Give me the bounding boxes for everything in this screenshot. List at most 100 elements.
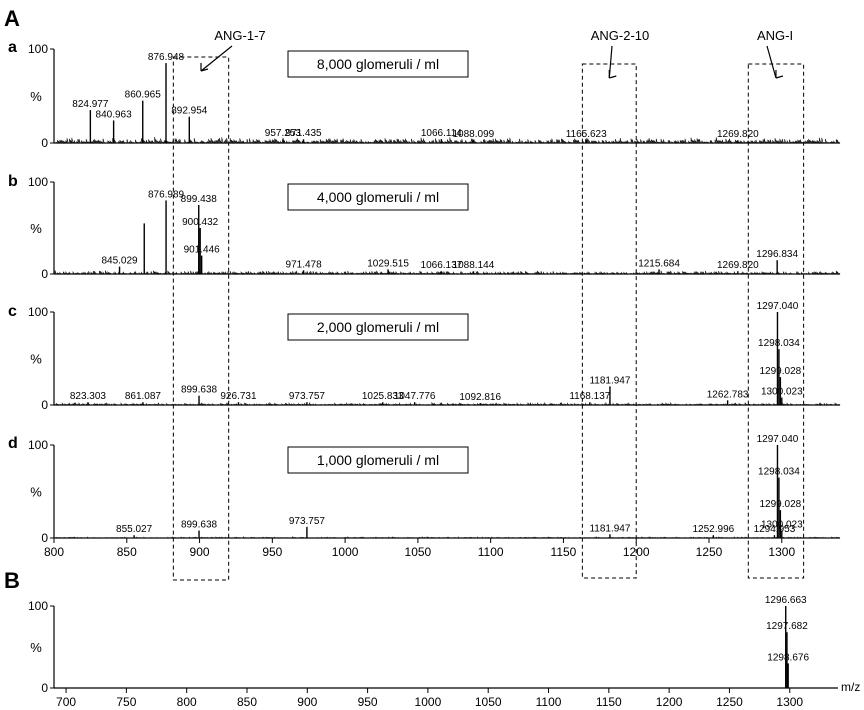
peak-label-c-11: 1297.040 xyxy=(757,301,799,312)
peak-label-b-3: 899.438 xyxy=(181,194,218,205)
condition-label-a: 8,000 glomeruli / ml xyxy=(317,56,439,72)
x-tick-label-B-0: 700 xyxy=(56,695,76,709)
spectrum-panel-B: 0 100% 1296.663 1297.682 1298.676 700 750 800 85… xyxy=(28,595,860,709)
peak-label-a-6: 971.435 xyxy=(285,128,322,139)
subpanel-letter-c: c xyxy=(8,303,17,320)
y-tick-label-B-1: 100 xyxy=(28,599,48,613)
region-arrow-2 xyxy=(766,45,777,79)
x-tick-label-B-3: 850 xyxy=(237,695,257,709)
x-tick-label-d-1: 850 xyxy=(117,545,137,559)
x-tick-label-d-3: 950 xyxy=(262,545,282,559)
x-tick-label-B-11: 1250 xyxy=(716,695,743,709)
condition-box-b xyxy=(287,183,469,211)
y-tick-label-a-1: 100 xyxy=(28,42,48,56)
peak-label-c-1: 861.087 xyxy=(125,391,162,402)
peak-label-d-8: 1299.028 xyxy=(760,499,802,510)
x-tick-label-d-7: 1150 xyxy=(551,545,577,559)
x-tick-label-d-5: 1050 xyxy=(405,545,432,559)
peak-label-a-0: 824.977 xyxy=(72,99,109,110)
peak-label-c-5: 1025.833 xyxy=(362,391,404,402)
x-tick-label-B-6: 1000 xyxy=(415,695,442,709)
peak-label-b-9: 1088.144 xyxy=(453,260,495,271)
condition-box-a xyxy=(287,50,469,78)
peak-label-c-14: 1300.023 xyxy=(761,387,803,398)
peak-label-d-6: 1297.040 xyxy=(757,434,799,445)
peak-label-a-8: 1088.099 xyxy=(452,129,494,140)
x-tick-label-B-4: 900 xyxy=(297,695,317,709)
y-axis-label-b: % xyxy=(30,221,42,236)
noise-trace-a xyxy=(55,136,841,145)
x-tick-label-B-8: 1100 xyxy=(536,695,562,709)
peak-label-B-1: 1297.682 xyxy=(766,621,808,632)
peak-label-b-7: 1029.515 xyxy=(367,258,409,269)
peak-label-b-5: 901.446 xyxy=(184,245,221,256)
peak-label-a-5: 957.253 xyxy=(265,128,302,139)
x-axis-label-B: m/z xyxy=(841,680,860,694)
peak-label-b-10: 1215.684 xyxy=(638,258,680,269)
peak-label-c-7: 1092.816 xyxy=(459,392,501,403)
peak-label-c-4: 973.757 xyxy=(289,391,326,402)
peak-label-d-7: 1298.034 xyxy=(758,467,800,478)
x-tick-label-B-9: 1150 xyxy=(596,695,622,709)
y-tick-label-d-1: 100 xyxy=(28,438,48,452)
y-axis-label-B: % xyxy=(30,640,42,655)
region-arrowhead-0 xyxy=(200,63,209,72)
panel-A-letter: A xyxy=(4,6,20,31)
peak-label-a-3: 876.948 xyxy=(148,52,185,63)
peak-label-d-1: 899.638 xyxy=(181,520,218,531)
noise-trace-d xyxy=(54,536,841,539)
peak-label-c-8: 1168.137 xyxy=(569,391,610,402)
subpanel-letter-a: a xyxy=(8,39,17,56)
peak-label-d-4: 1252.996 xyxy=(693,524,735,535)
peak-label-a-4: 892.954 xyxy=(171,106,208,117)
noise-trace-b xyxy=(54,270,841,276)
peak-label-d-9: 1300.023 xyxy=(761,520,803,531)
peak-label-a-10: 1269.820 xyxy=(717,129,759,140)
peak-label-d-0: 855.027 xyxy=(116,524,153,535)
y-tick-label-c-1: 100 xyxy=(28,305,48,319)
peak-label-b-4: 900.432 xyxy=(182,217,219,228)
region-arrowhead-2 xyxy=(775,70,784,79)
x-tick-label-B-7: 1050 xyxy=(475,695,502,709)
peak-label-a-7: 1066.114 xyxy=(421,128,462,139)
y-tick-label-b-1: 100 xyxy=(28,175,48,189)
peak-label-c-9: 1181.947 xyxy=(589,375,630,386)
x-tick-label-d-10: 1300 xyxy=(768,545,795,559)
peak-label-c-0: 823.303 xyxy=(70,391,107,402)
x-tick-label-B-10: 1200 xyxy=(656,695,683,709)
y-tick-label-d-0: 0 xyxy=(41,531,48,545)
condition-label-d: 1,000 glomeruli / ml xyxy=(317,452,439,468)
y-tick-label-b-0: 0 xyxy=(41,267,48,281)
peak-label-B-2: 1298.676 xyxy=(767,652,809,663)
y-axis-label-c: % xyxy=(30,352,42,367)
x-tick-label-d-9: 1250 xyxy=(696,545,723,559)
x-tick-label-d-0: 800 xyxy=(44,545,64,559)
x-tick-label-B-5: 950 xyxy=(358,695,378,709)
y-axis-label-d: % xyxy=(30,485,42,500)
y-axis-label-a: % xyxy=(30,89,42,104)
peak-label-c-6: 1047.776 xyxy=(394,391,436,402)
region-label-2: ANG-I xyxy=(757,28,793,43)
subpanel-letter-b: b xyxy=(8,173,18,190)
x-tick-label-d-2: 900 xyxy=(190,545,210,559)
region-arrow-0 xyxy=(200,45,233,72)
peak-label-a-1: 840.963 xyxy=(96,109,133,120)
y-tick-label-a-0: 0 xyxy=(41,136,48,150)
region-arrowhead-1 xyxy=(608,70,617,79)
peak-label-a-2: 860.965 xyxy=(125,90,162,101)
peak-label-c-3: 926.731 xyxy=(220,391,257,402)
condition-label-b: 4,000 glomeruli / ml xyxy=(317,189,439,205)
peak-label-c-13: 1299.028 xyxy=(760,366,802,377)
peak-label-d-5: 1294.953 xyxy=(754,524,796,535)
angiotensin-regions: ANG-1-7 ANG-2-10 ANG-I xyxy=(172,28,805,581)
peak-label-c-12: 1298.034 xyxy=(758,338,800,349)
region-box-2 xyxy=(747,63,805,579)
peak-label-B-0: 1296.663 xyxy=(765,595,807,606)
y-tick-label-B-0: 0 xyxy=(41,681,48,695)
peak-label-d-3: 1181.947 xyxy=(589,523,630,534)
x-tick-label-B-1: 750 xyxy=(116,695,136,709)
